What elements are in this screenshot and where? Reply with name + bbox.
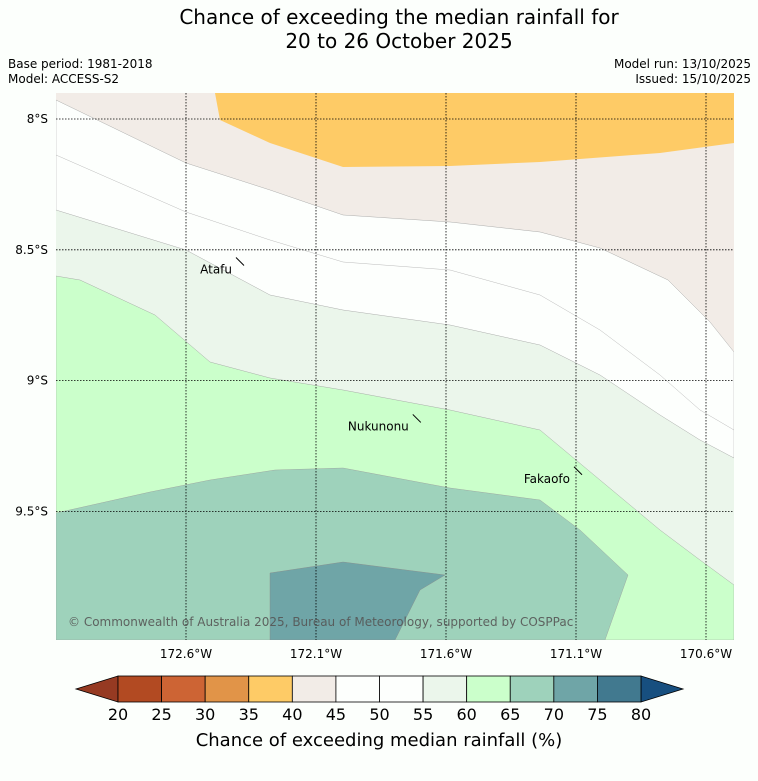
colorbar-segment xyxy=(161,675,206,703)
colorbar-segment xyxy=(204,675,250,703)
colorbar-segment xyxy=(117,675,162,703)
lon-tick-label: 171.1°W xyxy=(550,647,602,661)
colorbar-tick-label: 75 xyxy=(587,705,607,724)
copyright-text: © Commonwealth of Australia 2025, Bureau… xyxy=(68,615,573,629)
lon-tick-label: 171.6°W xyxy=(420,647,472,661)
model-name: Model: ACCESS-S2 xyxy=(8,72,120,86)
lon-tick-label: 172.6°W xyxy=(160,647,212,661)
place-mark xyxy=(573,466,583,476)
colorbar-segment xyxy=(248,675,293,703)
colorbar-tick-label: 45 xyxy=(326,705,346,724)
title-line-1: Chance of exceeding the median rainfall … xyxy=(179,5,619,29)
lat-tick-label: 8°S xyxy=(27,112,48,126)
colorbar-segment xyxy=(335,675,380,703)
title-line-2: 20 to 26 October 2025 xyxy=(285,29,513,53)
colorbar-tick-label: 40 xyxy=(282,705,302,724)
longitude-labels: 172.6°W 172.1°W 171.6°W 171.1°W 170.6°W xyxy=(160,647,732,661)
colorbar-tick-label: 50 xyxy=(369,705,389,724)
colorbar-segments xyxy=(74,675,685,703)
latitude-labels: 8°S 8.5°S 9°S 9.5°S xyxy=(15,112,48,518)
lon-tick-label: 172.1°W xyxy=(290,647,342,661)
place-mark xyxy=(235,257,245,266)
colorbar-segment xyxy=(291,675,337,703)
colorbar-tick-label: 20 xyxy=(108,705,128,724)
lon-tick-label: 170.6°W xyxy=(680,647,732,661)
graticule xyxy=(56,93,734,640)
colorbar-tick-label: 35 xyxy=(239,705,259,724)
band-70-75 xyxy=(269,561,446,640)
place-label: Fakaofo xyxy=(524,472,570,486)
colorbar-tick-label: 80 xyxy=(631,705,651,724)
band-35-40 xyxy=(215,93,734,167)
lat-tick-label: 8.5°S xyxy=(15,243,48,257)
colorbar-tick-label: 25 xyxy=(151,705,171,724)
place-markers: Atafu Nukunonu Fakaofo xyxy=(200,257,583,486)
colorbar-under-arrow xyxy=(74,675,119,703)
contour-fills xyxy=(56,93,734,640)
colorbar-label: Chance of exceeding median rainfall (%) xyxy=(195,730,563,751)
band-45-55 xyxy=(56,99,734,459)
colorbar-segment xyxy=(509,675,555,703)
colorbar-tick-label: 55 xyxy=(413,705,433,724)
place-label: Nukunonu xyxy=(348,419,409,433)
colorbar-ticks: 20 25 30 35 40 45 50 55 60 65 70 75 80 xyxy=(108,705,651,724)
issued-date: Issued: 15/10/2025 xyxy=(635,72,751,86)
chart-title: Chance of exceeding the median rainfall … xyxy=(0,5,758,53)
place-mark xyxy=(412,414,422,423)
colorbar-segment xyxy=(379,675,424,703)
colorbar-segment xyxy=(422,675,468,703)
colorbar-segment xyxy=(466,675,511,703)
model-run: Model run: 13/10/2025 xyxy=(613,57,751,71)
lat-tick-label: 9°S xyxy=(27,374,48,388)
place-label: Atafu xyxy=(200,262,232,276)
lat-tick-label: 9.5°S xyxy=(15,504,48,518)
colorbar-segment xyxy=(597,675,642,703)
meta-right: Model run: 13/10/2025 Issued: 15/10/2025 xyxy=(614,57,751,87)
colorbar-segment xyxy=(553,675,598,703)
colorbar-tick-label: 30 xyxy=(195,705,215,724)
colorbar-tick-label: 70 xyxy=(544,705,564,724)
colorbar-tick-label: 60 xyxy=(456,705,476,724)
base-period: Base period: 1981-2018 xyxy=(8,57,153,71)
meta-left: Base period: 1981-2018 Model: ACCESS-S2 xyxy=(8,57,153,87)
colorbar-tick-label: 65 xyxy=(500,705,520,724)
colorbar-over-arrow xyxy=(640,675,685,703)
